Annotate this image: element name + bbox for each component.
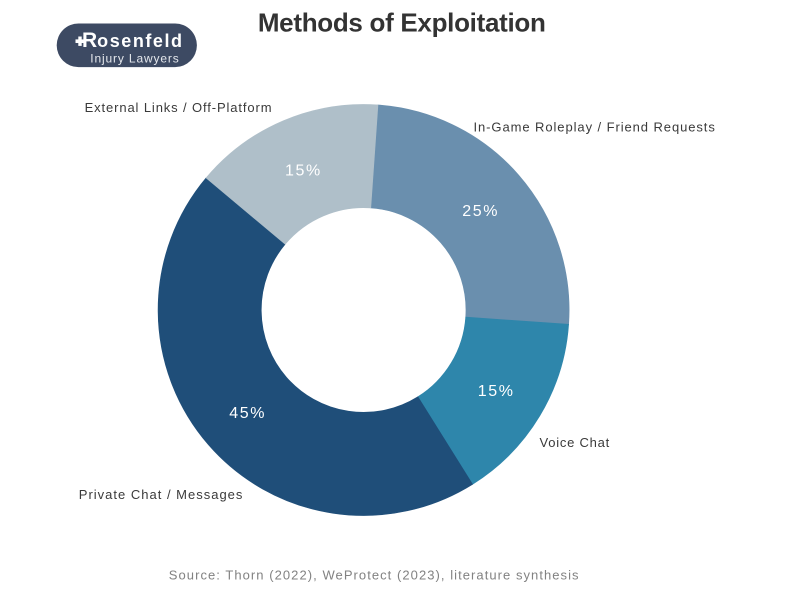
svg-text:15%: 15% <box>285 162 322 179</box>
svg-text:In-Game Roleplay / Friend Requ: In-Game Roleplay / Friend Requests <box>474 119 716 134</box>
svg-text:Injury Lawyers: Injury Lawyers <box>90 52 179 66</box>
svg-text:Source: Thorn (2022), WeProtec: Source: Thorn (2022), WeProtect (2023), … <box>169 568 580 583</box>
svg-text:45%: 45% <box>229 405 266 422</box>
svg-text:Rosenfeld: Rosenfeld <box>82 29 184 52</box>
svg-text:Voice Chat: Voice Chat <box>540 435 610 450</box>
svg-text:External Links / Off-Platform: External Links / Off-Platform <box>85 100 273 115</box>
svg-text:Methods of Exploitation: Methods of Exploitation <box>258 8 546 38</box>
svg-text:25%: 25% <box>462 203 499 220</box>
svg-text:15%: 15% <box>478 383 515 400</box>
svg-text:Private Chat / Messages: Private Chat / Messages <box>79 487 244 502</box>
